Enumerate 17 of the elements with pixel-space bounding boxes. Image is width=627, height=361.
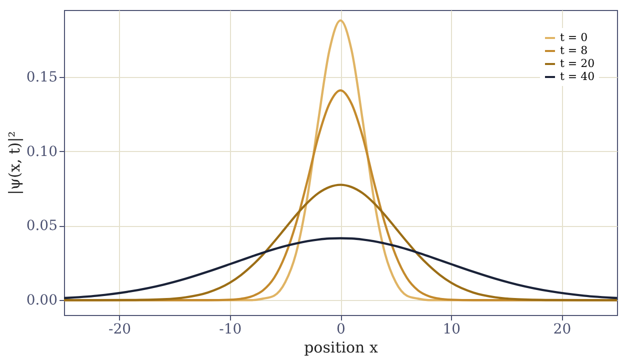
line-series	[64, 184, 617, 302]
x-tick-label: -10	[219, 322, 242, 338]
x-tick-label: -20	[108, 322, 132, 338]
legend-label: t = 0	[560, 31, 588, 44]
legend-label: t = 40	[560, 70, 595, 83]
y-axis-title: |ψ(x, t)|²	[5, 131, 24, 195]
x-tick-label: 20	[553, 322, 572, 338]
x-axis-title: position x	[304, 338, 378, 356]
x-tick-label: 10	[442, 322, 461, 338]
legend-label: t = 8	[560, 44, 588, 57]
y-tick-label: 0.05	[26, 218, 58, 234]
y-tick-label: 0.10	[26, 144, 58, 160]
y-tick-label: 0.00	[26, 292, 58, 309]
x-tick-label: 0	[336, 322, 346, 338]
legend-label: t = 20	[560, 57, 595, 70]
y-tick-label: 0.15	[26, 69, 58, 86]
line-series	[64, 237, 617, 300]
